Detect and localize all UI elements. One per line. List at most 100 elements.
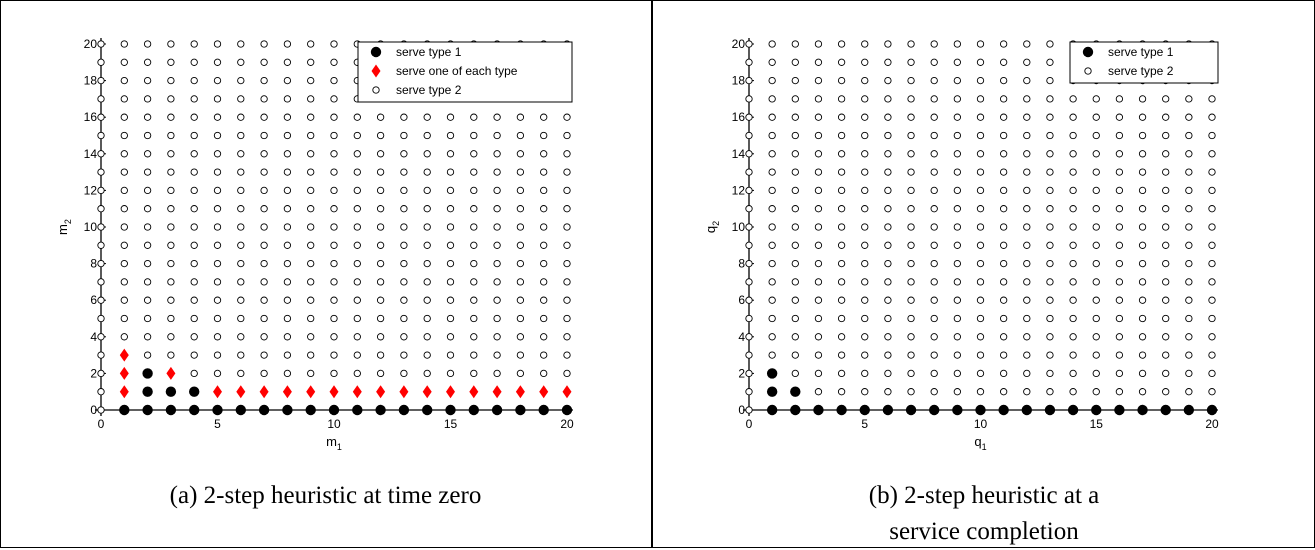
panel-a-point [328,404,340,416]
panel-a-point [446,259,455,268]
panel-b-point [1069,241,1077,249]
panel-b-point [1185,388,1193,396]
panel-a-point [283,205,292,213]
panel-a-point [213,385,222,399]
panel-b-point [884,369,892,378]
panel-b-point [814,278,823,286]
panel-a-point [423,351,431,359]
panel-b-point [1046,259,1054,268]
panel-a-point [120,241,128,249]
panel-a-point [143,131,152,140]
panel-a-point [330,223,338,231]
panel-a-point [516,369,525,378]
panel-b-point [976,223,985,231]
panel-b-point [1185,168,1193,176]
panel-b-point [745,150,753,158]
panel-b-point [1091,404,1102,416]
caption-panel-b-line1: (b) 2-step heuristic at a [868,482,1100,509]
panel-a-point [516,351,525,359]
panel-a-y-tick-label: 18 [84,74,98,88]
panel-b-point [1023,186,1031,195]
panel-b-y-axis-label: q2 [703,221,721,233]
panel-a-point [260,296,268,304]
panel-a-point [330,58,338,66]
panel-b-point [884,333,892,341]
panel-a-point [470,314,478,323]
panel-a-point [283,314,292,323]
panel-b-point [1138,333,1147,341]
panel-b-point [1185,351,1193,359]
panel-a-point [120,131,128,140]
panel-b-point [1046,186,1054,195]
panel-b-point [907,241,915,249]
panel-b-point [1023,131,1031,140]
panel-b-point [884,223,892,231]
panel-a-point [330,278,338,286]
panel-a-point [330,333,338,341]
panel-b-point [837,223,846,231]
panel-a-point [493,278,501,286]
panel-a-point [120,76,128,85]
panel-b-point [1092,205,1100,213]
panel-b-point [1162,259,1170,268]
panel-a-point [97,369,105,378]
panel-b-point [837,388,846,396]
panel-b-y-tick-label: 2 [738,366,745,380]
panel-a-point [307,76,315,85]
panel-a-point [237,186,245,195]
panel-b-point [1185,131,1193,140]
panel-a-point [119,385,129,399]
panel-b-point [1185,278,1193,286]
panel-a-point [213,168,222,176]
panel-b-point [745,113,753,121]
panel-b-point [1115,388,1124,396]
panel-b-x-axis-label-sub: 1 [982,442,987,452]
panel-a-x-tick-label: 0 [98,417,105,431]
panel-a-point [561,404,573,416]
panel-a-point [423,205,431,213]
panel-a-point [400,186,408,195]
panel-a-point [353,205,361,213]
panel-a-point [167,40,175,48]
panel-b-point [768,150,776,158]
panel-b-point [745,95,753,103]
panel-b-point [814,241,823,249]
panel-b-y-tick-label: 6 [738,293,745,307]
panel-b-point [1138,351,1147,359]
panel-a-point [330,150,338,158]
panel-b-point [976,76,985,85]
panel-b-point [1115,369,1124,378]
panel-a-point [516,168,525,176]
panel-b-point [953,278,961,286]
panel-b-point [1023,150,1031,158]
panel-b-point [907,259,915,268]
panel-a-point [562,385,572,399]
panel-b-point [1208,241,1216,249]
panel-a-point [470,168,478,176]
panel-b-point [884,241,892,249]
panel-b-point [791,131,799,140]
panel-b-point [1162,314,1170,323]
panel-a-point [283,150,292,158]
panel-b-point [1162,278,1170,286]
panel-a-point [167,259,175,268]
panel-a-point [470,351,478,359]
panel-b-point [1046,76,1054,85]
panel-b-point [1185,314,1193,323]
panel-a-point [400,113,408,121]
panel-b-point [1137,404,1148,416]
panel-a-point [167,223,175,231]
panel-b-point [1138,241,1147,249]
panel-b-point [791,223,799,231]
panel-b-point [1208,223,1216,231]
panel-b-point [930,131,938,140]
panel-a-point [468,404,479,416]
panel-b-point [999,388,1008,396]
panel-a-point [190,259,198,268]
panel-a-point [493,168,501,176]
panel-a-point [213,58,222,66]
panel-b-point [745,241,753,249]
panel-a-point [470,241,478,249]
panel-a-point [400,241,408,249]
panel-b-point [907,388,915,396]
